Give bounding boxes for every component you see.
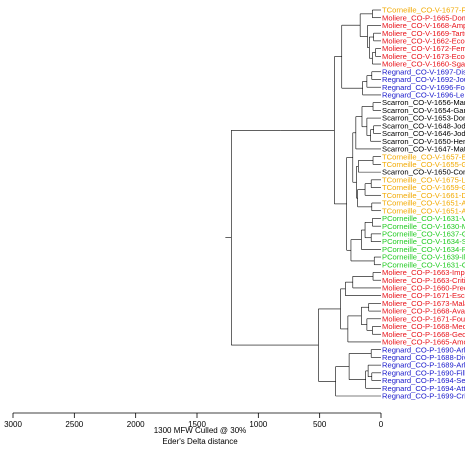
leaf-label: Moliere_CO-P-1665-Amourmedecin [382, 338, 465, 347]
x-axis-caption-method: 1300 MFW Culled @ 30% [154, 426, 247, 435]
leaf-label: TCorneille_CO-V-1651-Amour [382, 206, 465, 215]
leaf-label: Moliere_CO-V-1672-FemmesSav [382, 44, 465, 53]
leaf-label: PCorneille_CO-V-1630-Melite [382, 222, 465, 231]
leaf-label: PCorneille_CO-V-1631-Veuve [382, 214, 465, 223]
leaf-label: Regnard_CO-V-1696-Folies [382, 83, 465, 92]
x-tick-label: 1500 [188, 420, 206, 429]
leaf-label: Moliere_CO-V-1668-Amphytrion [382, 21, 465, 30]
leaf-label: Regnard_CO-P-1699-Critique [382, 392, 465, 401]
x-tick-label: 2500 [65, 420, 83, 429]
leaf-label: Moliere_CO-P-1663-Impromptu [382, 268, 465, 277]
leaf-labels: TCorneille_CO-V-1677-FestinMoliere_CO-P-… [382, 6, 465, 401]
x-tick-label: 3000 [4, 420, 22, 429]
leaf-label: Moliere_CO-P-1668-Avare [382, 307, 465, 316]
leaf-label: Scarron_CO-V-1650-Corsaire [382, 168, 465, 177]
leaf-label: Moliere_CO-V-1673-EcoleMaris [382, 52, 465, 61]
leaf-label: TCorneille_CO-V-1659-Galant [382, 183, 465, 192]
x-tick-label: 2000 [127, 420, 145, 429]
x-axis-ticks: 3000 2500 2000 1500 1000 500 0 [4, 413, 384, 429]
leaf-label: Scarron_CO-V-1648-Jodelet [382, 121, 465, 130]
leaf-label: Moliere_CO-V-1660-Sganarelle [382, 60, 465, 69]
leaf-label: Scarron_CO-V-1650-Heritier [382, 137, 465, 146]
leaf-label: TCorneille_CO-V-1677-Festin [382, 6, 465, 15]
leaf-label: TCorneille_CO-V-1651-Astrologue [382, 199, 465, 208]
leaf-label: Regnard_CO-V-1692-Joueur [382, 75, 465, 84]
x-tick-label: 500 [313, 420, 327, 429]
x-tick-label: 1000 [249, 420, 267, 429]
leaf-label: Scarron_CO-V-1656-Marquis [382, 98, 465, 107]
x-axis: 3000 2500 2000 1500 1000 500 0 [4, 412, 384, 429]
leaf-label: PCorneille_CO-V-1637-GaleriePalais [382, 229, 465, 238]
leaf-label: Moliere_CO-P-1665-DomJuan [382, 13, 465, 22]
leaf-label: Moliere_CO-P-1668-Medecin [382, 322, 465, 331]
leaf-label: PCorneille_CO-V-1634-Suivante [382, 237, 465, 246]
leaf-label: Regnard_CO-P-1694-Attendez [382, 384, 465, 393]
leaf-label: Scarron_CO-V-1646-JodeletDuel [382, 129, 465, 138]
leaf-label: Regnard_CO-P-1694-Serenade [382, 376, 465, 385]
dendrogram-branches [225, 9, 381, 397]
leaf-label: TCorneille_CO-V-1661-DomCesar [382, 191, 465, 200]
leaf-label: Regnard_CO-V-1697-Distrait [382, 67, 465, 76]
leaf-label: Regnard_CO-P-1690-ArlequinHm [382, 345, 465, 354]
leaf-label: Moliere_CO-P-1671-FourberiesScapin [382, 314, 465, 323]
leaf-label: Scarron_CO-V-1647-Matamore [382, 145, 465, 154]
leaf-label: Regnard_CO-P-1689-Arlequin [382, 361, 465, 370]
leaf-label: PCorneille_CO-V-1634-PlaceRoyale [382, 245, 465, 254]
leaf-label: Regnard_CO-P-1688-Divorce [382, 353, 465, 362]
leaf-label: Moliere_CO-P-1673-Malade [382, 299, 465, 308]
leaf-label: Moliere_CO-P-1663-CritiqueEcole [382, 276, 465, 285]
leaf-label: Regnard_CO-P-1690-Filles [382, 368, 465, 377]
leaf-label: Scarron_CO-V-1653-DomJaphet [382, 114, 465, 123]
leaf-label: Regnard_CO-V-1696-LeBal [382, 91, 465, 100]
x-tick-label: 0 [379, 420, 384, 429]
leaf-label: Moliere_CO-P-1660-Precieuses [382, 284, 465, 293]
leaf-label: Moliere_CO-P-1671-Escarbagnas [382, 291, 465, 300]
leaf-label: PCorneille_CO-V-1639-Illusion [382, 253, 465, 262]
leaf-label: Scarron_CO-V-1654-Gardien [382, 106, 465, 115]
leaf-label: TCorneille_CO-V-1655-Geolier [382, 160, 465, 169]
leaf-label: PCorneille_CO-V-1631-Clitandre [382, 260, 465, 269]
leaf-label: Moliere_CO-P-1668-GeorgeDandin [382, 330, 465, 339]
leaf-label: TCorneille_CO-V-1657-Ennemis [382, 152, 465, 161]
x-axis-caption-distance: Eder's Delta distance [162, 437, 238, 446]
leaf-label: Moliere_CO-V-1662-EcoleFemmes [382, 36, 465, 45]
leaf-label: Moliere_CO-V-1669-Tartuffe [382, 29, 465, 38]
leaf-label: TCorneille_CO-V-1675-Linconnu [382, 175, 465, 184]
